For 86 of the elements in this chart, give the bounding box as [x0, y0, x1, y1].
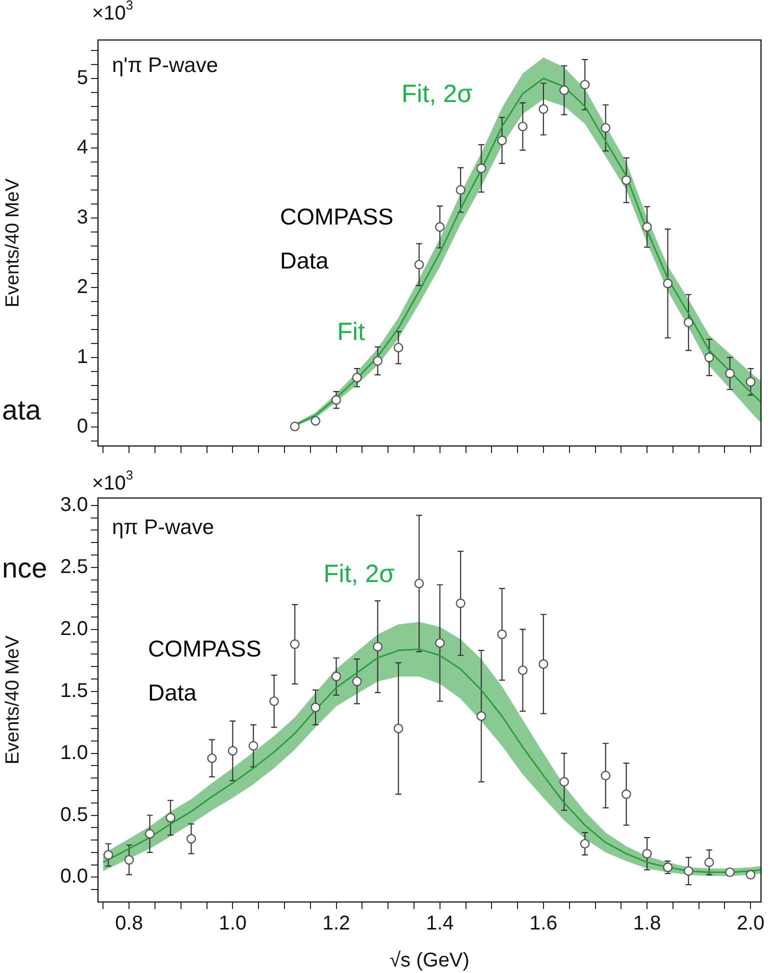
point [497, 630, 507, 640]
y-tick-label: 0 [76, 416, 88, 438]
series-label: COMPASS Data [148, 635, 262, 706]
point [622, 175, 632, 186]
point [746, 870, 756, 880]
point [622, 789, 632, 799]
x-tick-label: 1.2 [322, 912, 350, 935]
series-label: COMPASS Data [280, 203, 394, 274]
annotation: Fit [337, 318, 365, 346]
point [290, 639, 300, 650]
point [104, 850, 114, 860]
x-tick-label: 2.0 [736, 912, 765, 935]
point [538, 659, 548, 669]
y-axis-title: Events/40 MeV [2, 178, 24, 308]
annotation: η'π P-wave [112, 54, 218, 77]
point [538, 104, 548, 114]
point [166, 812, 176, 823]
text: ata [2, 394, 42, 426]
x-tick-label: 1.6 [530, 912, 558, 935]
annotation: Fit, 2σ [324, 560, 396, 588]
point [435, 638, 445, 648]
point [725, 368, 735, 378]
point [704, 352, 714, 362]
y-tick-label: 1.0 [60, 742, 88, 764]
y-tick-label: 2 [76, 276, 88, 298]
point [372, 356, 383, 366]
x-axis-title: √s (GeV) [390, 950, 470, 972]
x-tick-label: 1.0 [218, 912, 247, 935]
point [642, 848, 652, 858]
point [518, 665, 528, 676]
point [476, 711, 486, 721]
point [124, 855, 134, 865]
point [248, 741, 258, 751]
x-tick-label: 0.8 [115, 912, 143, 935]
y-tick-label: 5 [76, 66, 88, 89]
point [372, 642, 383, 652]
point [600, 123, 610, 133]
point [310, 702, 320, 712]
point [497, 136, 507, 146]
y-axis-title: Events/40 MeV [2, 635, 24, 764]
point [600, 770, 610, 780]
annotation: ηπ P-wave [112, 516, 214, 539]
text: nce [2, 552, 48, 584]
point [476, 164, 486, 174]
point [186, 834, 196, 844]
point [662, 278, 673, 288]
point [394, 342, 404, 352]
y-tick-label: 2.0 [60, 618, 88, 640]
point [352, 372, 362, 382]
point [228, 746, 238, 756]
point [414, 578, 424, 588]
y-tick-label: 0.5 [60, 804, 88, 826]
point [414, 260, 424, 270]
point [144, 829, 155, 839]
point [310, 416, 320, 426]
point [725, 867, 735, 878]
y-tick-label: 2.5 [60, 556, 88, 578]
y-tick-label: 4 [76, 136, 88, 159]
point [352, 676, 362, 686]
point [394, 724, 404, 734]
point [269, 696, 279, 706]
annotation: Fit, 2σ [402, 80, 474, 108]
y-tick-label: 0.0 [60, 866, 88, 888]
y-tick-label: 3 [76, 206, 88, 228]
point [559, 85, 569, 96]
point [580, 80, 590, 90]
point [331, 672, 342, 682]
point [331, 395, 342, 405]
point [559, 776, 569, 787]
point [290, 422, 300, 432]
point [684, 318, 694, 328]
point [207, 753, 217, 764]
x-tick-label: 1.8 [633, 912, 661, 935]
point [456, 598, 466, 608]
y-tick-label: 3.0 [60, 494, 88, 516]
point [746, 377, 756, 387]
point [642, 222, 652, 232]
x-tick-label: 1.4 [426, 912, 454, 935]
y-tick-label: 1 [76, 346, 88, 368]
point [684, 866, 694, 876]
point [704, 858, 714, 868]
point [580, 838, 590, 849]
y-tick-label: 1.5 [60, 680, 88, 702]
point [518, 122, 528, 132]
point [435, 222, 445, 232]
point [456, 185, 466, 195]
